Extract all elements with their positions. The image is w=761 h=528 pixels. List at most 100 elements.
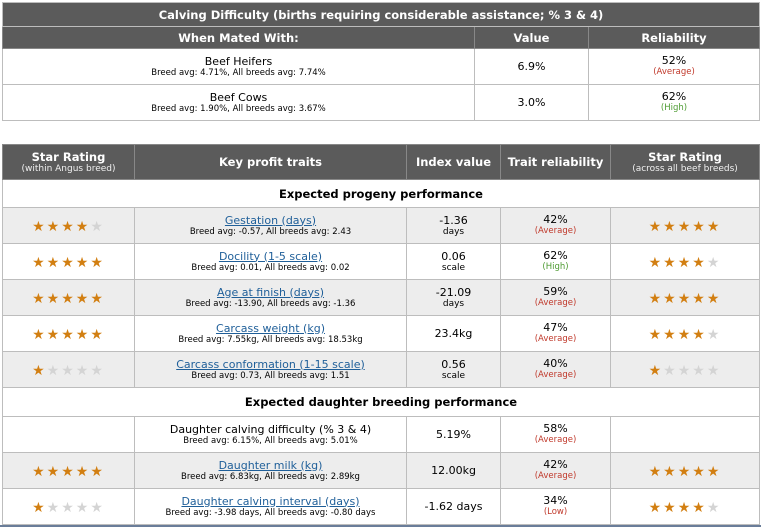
star-within-cell xyxy=(2,416,135,453)
trait-cell: Docility (1-5 scale) Breed avg: 0.01, All… xyxy=(134,243,407,280)
trait-cell: Daughter calving interval (days) Breed av… xyxy=(134,488,407,525)
trait-link[interactable]: Carcass conformation (1-15 scale) xyxy=(176,357,365,371)
reliability-cell: 52% (Average) xyxy=(587,48,761,85)
index-value: 23.4kg xyxy=(434,327,473,340)
star-rating: ★★★★★ xyxy=(32,464,105,480)
index-value-cell: 0.06 scale xyxy=(406,243,501,280)
trait-link[interactable]: Gestation (days) xyxy=(224,213,317,227)
trait-link[interactable]: Daughter calving interval (days) xyxy=(181,494,360,508)
reliability-level: (Average) xyxy=(534,471,577,481)
index-value: -1.62 days xyxy=(424,500,483,513)
key-profit-traits-table: Star Rating (within Angus breed) Key pro… xyxy=(2,144,760,525)
star-across-cell: ★★★★★ xyxy=(610,488,760,525)
star-icon: ★ xyxy=(706,464,722,480)
star-icon: ★ xyxy=(75,291,91,307)
breed-average: Breed avg: 1.90%, All breeds avg: 3.67% xyxy=(151,103,326,114)
star-icon: ★ xyxy=(677,219,693,235)
trait-reliability-cell: 42% (Average) xyxy=(500,452,611,489)
reliability-value: 40% xyxy=(543,357,568,370)
row-name-cell: Beef Heifers Breed avg: 4.71%, All breed… xyxy=(2,48,475,85)
star-icon: ★ xyxy=(32,363,47,379)
reliability-value: 59% xyxy=(543,285,568,298)
star-icon: ★ xyxy=(648,363,664,379)
reliability-cell: 62% (High) xyxy=(587,84,761,121)
index-value-cell: -21.09 days xyxy=(406,279,501,316)
star-icon: ★ xyxy=(90,255,105,271)
index-value-cell: 23.4kg xyxy=(406,315,501,352)
star-icon: ★ xyxy=(648,500,664,516)
star-icon: ★ xyxy=(706,500,722,516)
trait-link[interactable]: Daughter milk (kg) xyxy=(218,458,323,472)
star-icon: ★ xyxy=(32,291,47,307)
index-unit: days xyxy=(442,298,465,309)
trait-link[interactable]: Age at finish (days) xyxy=(216,285,325,299)
trait-reliability-cell: 42% (Average) xyxy=(500,207,611,244)
trait-link[interactable]: Docility (1-5 scale) xyxy=(218,249,323,263)
star-icon: ★ xyxy=(46,219,62,235)
star-icon: ★ xyxy=(663,219,678,235)
reliability-value: 62% xyxy=(661,90,687,103)
trait-link: Daughter calving difficulty (% 3 & 4) xyxy=(169,422,372,436)
star-rating: ★★★★★ xyxy=(32,255,105,271)
star-across-cell: ★★★★★ xyxy=(610,207,760,244)
reliability-value: 34% xyxy=(543,494,568,507)
star-rating: ★★★★★ xyxy=(649,219,722,235)
star-rating: ★★★★★ xyxy=(649,291,722,307)
value-cell: 6.9% xyxy=(474,48,589,85)
progeny-rows: ★★★★★ Gestation (days) Breed avg: -0.57, A… xyxy=(2,207,760,388)
header-star-within: Star Rating (within Angus breed) xyxy=(2,144,135,180)
header-value: Value xyxy=(474,26,589,49)
star-icon: ★ xyxy=(75,219,91,235)
index-unit: scale xyxy=(441,370,466,381)
star-across-cell: ★★★★★ xyxy=(610,351,760,388)
breed-average: Breed avg: 6.83kg, All breeds avg: 2.89k… xyxy=(181,471,360,482)
star-icon: ★ xyxy=(677,291,693,307)
index-value: -1.36 xyxy=(439,213,468,227)
breed-average: Breed avg: 6.15%, All breeds avg: 5.01% xyxy=(183,435,358,446)
trait-name: Beef Heifers xyxy=(204,54,273,68)
star-icon: ★ xyxy=(692,464,707,480)
table-row: ★★★★★ Gestation (days) Breed avg: -0.57, A… xyxy=(2,207,760,244)
calving-difficulty-table: Calving Difficulty (births requiring con… xyxy=(1,2,761,121)
star-within-cell: ★★★★★ xyxy=(2,243,135,280)
star-icon: ★ xyxy=(677,500,693,516)
header-star-across: Star Rating (across all beef breeds) xyxy=(610,144,760,180)
star-icon: ★ xyxy=(648,464,664,480)
trait-cell: Daughter milk (kg) Breed avg: 6.83kg, All… xyxy=(134,452,407,489)
index-value-cell: 0.56 scale xyxy=(406,351,501,388)
star-icon: ★ xyxy=(692,291,707,307)
star-icon: ★ xyxy=(706,327,722,343)
star-icon: ★ xyxy=(706,291,722,307)
star-icon: ★ xyxy=(75,363,91,379)
reliability-value: 47% xyxy=(543,321,568,334)
reliability-level: (Average) xyxy=(534,334,577,344)
star-icon: ★ xyxy=(90,219,105,235)
star-icon: ★ xyxy=(663,291,678,307)
header-star-across-sub: (across all beef breeds) xyxy=(632,163,738,174)
star-icon: ★ xyxy=(677,327,693,343)
star-across-cell xyxy=(610,416,760,453)
bottom-divider xyxy=(0,525,761,527)
table-row: ★★★★★ Daughter calving interval (days) Bre… xyxy=(2,488,760,525)
index-value-cell: 5.19% xyxy=(406,416,501,453)
star-within-cell: ★★★★★ xyxy=(2,351,135,388)
header-key-traits: Key profit traits xyxy=(134,144,407,180)
breed-average: Breed avg: 4.71%, All breeds avg: 7.74% xyxy=(151,67,326,78)
reliability-value: 58% xyxy=(543,422,568,435)
trait-link[interactable]: Carcass weight (kg) xyxy=(216,321,325,335)
star-icon: ★ xyxy=(75,327,91,343)
star-icon: ★ xyxy=(692,219,707,235)
trait-cell: Carcass conformation (1-15 scale) Breed a… xyxy=(134,351,407,388)
index-value-cell: -1.36 days xyxy=(406,207,501,244)
star-icon: ★ xyxy=(46,291,62,307)
star-icon: ★ xyxy=(32,255,47,271)
table-row: Daughter calving difficulty (% 3 & 4) Bre… xyxy=(2,416,760,453)
star-across-cell: ★★★★★ xyxy=(610,452,760,489)
breed-average: Breed avg: -13.90, All breeds avg: -1.36 xyxy=(185,298,356,309)
star-icon: ★ xyxy=(648,255,664,271)
star-icon: ★ xyxy=(46,327,62,343)
trait-reliability-cell: 58% (Average) xyxy=(500,416,611,453)
index-value: 12.00kg xyxy=(431,464,476,477)
star-icon: ★ xyxy=(663,500,678,516)
star-across-cell: ★★★★★ xyxy=(610,315,760,352)
